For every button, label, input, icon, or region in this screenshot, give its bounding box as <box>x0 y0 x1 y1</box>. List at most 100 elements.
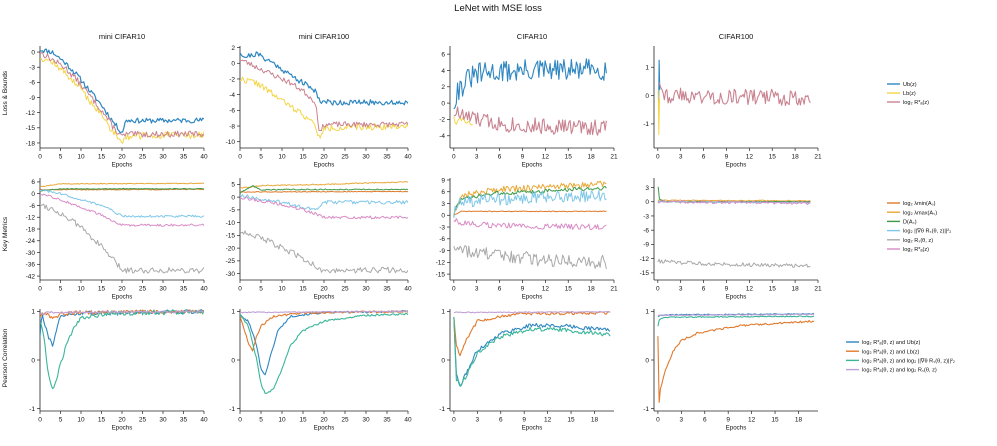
legend-label: log₂ Rₛ(θ, z) <box>903 238 933 244</box>
x-tick-label: 6 <box>703 417 707 424</box>
series-line <box>240 185 408 194</box>
x-tick-label: 15 <box>567 417 575 424</box>
x-tick-label: 15 <box>299 154 307 161</box>
x-tick-label: 6 <box>498 154 502 161</box>
series-group <box>40 48 204 144</box>
row-label-key-metrics: Key Metrics <box>2 216 9 251</box>
series-group <box>240 310 408 394</box>
x-tick-label: 40 <box>200 417 208 424</box>
series-line <box>453 185 607 217</box>
x-tick-label: 21 <box>610 286 618 293</box>
y-tick-label: -6 <box>439 236 445 243</box>
y-tick-label: -6 <box>643 227 649 234</box>
y-tick-label: -25 <box>226 258 236 265</box>
series-group <box>453 310 611 387</box>
y-tick-label: -6 <box>229 108 235 115</box>
x-tick-label: 20 <box>320 417 328 424</box>
y-tick-label: -18 <box>26 140 36 147</box>
legend-row-0: Ub(z) Lb(z) log₂ R*ₐ(z) <box>887 82 929 106</box>
x-tick-label: 6 <box>498 286 502 293</box>
y-tick-label: 0 <box>31 357 35 364</box>
x-tick-label: 35 <box>383 154 391 161</box>
series-line <box>40 309 204 390</box>
x-tick-label: 18 <box>591 417 599 424</box>
legend-row-2: log₂ R*ₐ(θ, z) and Ub(z) log₂ R*ₐ(θ, z) a… <box>846 340 955 374</box>
series-line <box>240 310 408 376</box>
legend-group: Ub(z)Lb(z)log₂ R*ₐ(z) log₂ λmin(Aₛ) log₂ λ… <box>846 82 955 374</box>
series-line <box>240 310 408 352</box>
x-tick-label: 15 <box>98 417 106 424</box>
y-tick-label: -20 <box>226 245 236 252</box>
x-tick-label: 12 <box>748 417 756 424</box>
x-axis-label: Epochs <box>726 162 747 169</box>
y-tick-label: 0 <box>645 93 649 100</box>
x-tick-label: 18 <box>587 286 595 293</box>
y-tick-label: 6 <box>31 179 35 186</box>
subplot-r0c2: 0 3 6 9 12 15 18 21 6 4 2 0 -2 -4 Epochs <box>439 46 618 169</box>
legend-label: log₂ R*ₐ(θ, z) and Lb(z) <box>862 349 920 355</box>
figure-title: LeNet with MSE loss <box>454 3 542 14</box>
x-tick-label: 15 <box>299 417 307 424</box>
series-line <box>240 76 408 139</box>
y-tick-label: 0 <box>645 357 649 364</box>
series-line <box>657 89 660 136</box>
x-tick-label: 3 <box>475 154 479 161</box>
x-tick-label: 0 <box>38 417 42 424</box>
series-line <box>657 315 815 327</box>
x-tick-label: 3 <box>476 417 480 424</box>
series-line <box>240 313 408 394</box>
x-tick-label: 20 <box>320 154 328 161</box>
series-line <box>453 210 607 216</box>
x-tick-label: 15 <box>771 417 779 424</box>
x-tick-label: 6 <box>702 154 706 161</box>
series-line <box>40 188 204 191</box>
legend-label: log₂ λmin(Aₛ) <box>903 201 936 207</box>
x-tick-label: 0 <box>452 286 456 293</box>
x-tick-label: 18 <box>791 286 799 293</box>
y-tick-label: -30 <box>226 271 236 278</box>
x-tick-label: 0 <box>238 417 242 424</box>
x-tick-label: 25 <box>341 154 349 161</box>
row-label-pearson-correlation: Pearson Correlation <box>2 328 9 387</box>
x-tick-label: 6 <box>499 417 503 424</box>
y-tick-label: -42 <box>26 273 36 280</box>
series-group <box>40 309 204 390</box>
series-line <box>453 311 611 357</box>
legend-label: log₂ ||∇θ Rₛ(θ, z)||²₂ <box>903 228 951 235</box>
x-tick-label: 10 <box>77 417 85 424</box>
y-tick-label: 1 <box>31 309 35 316</box>
y-tick-label: 0 <box>645 199 649 206</box>
x-tick-label: 3 <box>679 154 683 161</box>
y-tick-label: -4 <box>439 133 445 140</box>
x-tick-label: 25 <box>341 417 349 424</box>
x-tick-label: 3 <box>475 286 479 293</box>
legend-label: log₂ λmax(Aₛ) <box>903 210 937 216</box>
series-line <box>658 59 661 110</box>
legend-label: log₂ R*ₐ(θ, z) and Ub(z) <box>862 340 920 346</box>
y-tick-label: -1 <box>643 406 649 413</box>
x-axis-label: Epochs <box>314 294 335 301</box>
y-tick-label: -1 <box>29 406 35 413</box>
x-tick-label: 9 <box>726 417 730 424</box>
y-tick-label: 1 <box>645 309 649 316</box>
x-tick-label: 30 <box>159 154 167 161</box>
y-tick-label: -1 <box>229 406 235 413</box>
x-tick-label: 40 <box>404 417 412 424</box>
x-axis-label: Epochs <box>726 425 747 432</box>
y-tick-label: -3 <box>439 224 445 231</box>
x-tick-label: 5 <box>259 417 263 424</box>
x-tick-label: 25 <box>139 417 147 424</box>
series-line <box>240 310 408 314</box>
x-tick-label: 10 <box>77 286 85 293</box>
x-axis-label: Epochs <box>112 294 133 301</box>
y-tick-label: -9 <box>29 95 35 102</box>
y-tick-label: 0 <box>231 61 235 68</box>
y-tick-label: 0 <box>441 213 445 220</box>
series-line <box>453 317 611 387</box>
y-tick-label: 0 <box>441 100 445 107</box>
y-tick-label: 2 <box>231 45 235 52</box>
x-tick-label: 15 <box>98 154 106 161</box>
x-tick-label: 20 <box>118 286 126 293</box>
